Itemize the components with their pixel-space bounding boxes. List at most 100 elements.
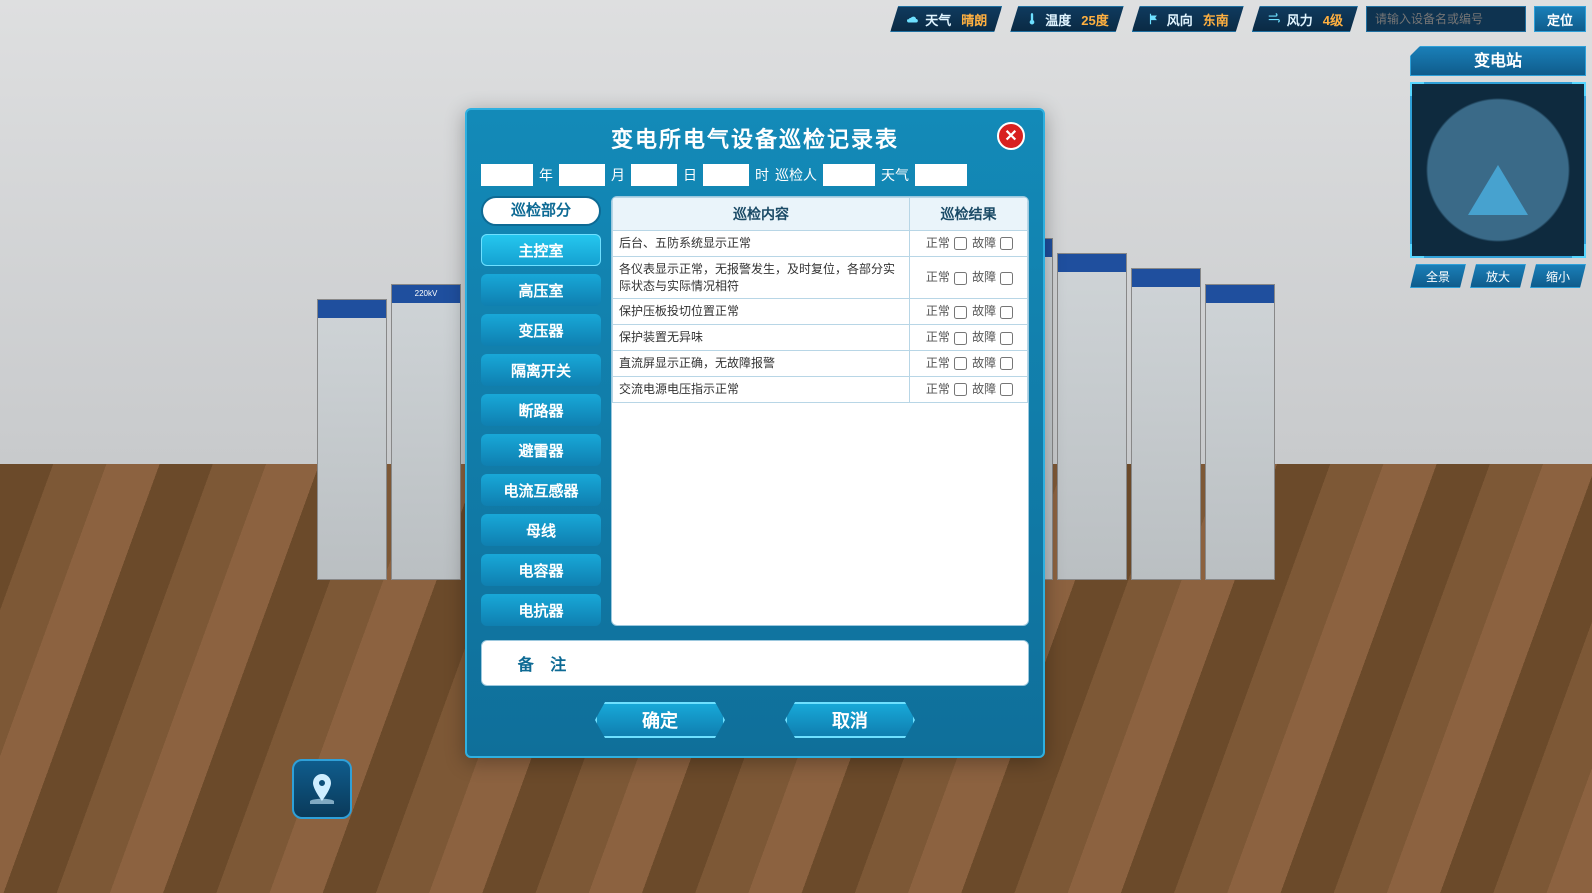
result-fault-label: 故障: [972, 304, 996, 318]
category-button[interactable]: 电流互感器: [481, 474, 601, 506]
row-result: 正常 故障: [910, 376, 1028, 402]
cabinet: [1205, 284, 1275, 580]
result-fault-label: 故障: [972, 236, 996, 250]
close-button[interactable]: ✕: [997, 122, 1025, 150]
result-fault-checkbox[interactable]: [1000, 237, 1013, 250]
minimap[interactable]: [1410, 82, 1586, 258]
category-button[interactable]: 高压室: [481, 274, 601, 306]
wind-icon: [1267, 12, 1281, 26]
result-ok-checkbox[interactable]: [954, 306, 967, 319]
row-result: 正常 故障: [910, 350, 1028, 376]
inspector-input[interactable]: [823, 164, 875, 186]
row-result: 正常 故障: [910, 256, 1028, 299]
row-content: 保护压板投切位置正常: [613, 299, 910, 325]
result-ok-checkbox[interactable]: [954, 332, 967, 345]
weather-icon: [905, 12, 919, 26]
result-ok-checkbox[interactable]: [954, 272, 967, 285]
row-content: 各仪表显示正常，无报警发生，及时复位，各部分实际状态与实际情况相符: [613, 256, 910, 299]
right-panel: 变电站 全景 放大 缩小: [1410, 46, 1586, 288]
weather-value: 晴朗: [961, 10, 987, 29]
table-row: 直流屏显示正确，无故障报警正常 故障: [613, 350, 1028, 376]
result-fault-checkbox[interactable]: [1000, 383, 1013, 396]
wind-dir-value: 东南: [1203, 10, 1229, 29]
top-status-bar: 天气 晴朗 温度 25度 风向 东南 风力 4级 定位: [890, 6, 1586, 32]
category-button[interactable]: 变压器: [481, 314, 601, 346]
minimap-corner: [1572, 244, 1586, 258]
inspection-dialog: 变电所电气设备巡检记录表 ✕ 年 月 日 时 巡检人 天气 巡检部分 主控室高压…: [465, 108, 1045, 758]
cabinet-label: [1132, 269, 1200, 287]
result-fault-checkbox[interactable]: [1000, 272, 1013, 285]
row-content: 后台、五防系统显示正常: [613, 231, 910, 257]
minimap-corner: [1410, 244, 1424, 258]
remark-input[interactable]: [608, 641, 1028, 685]
result-ok-checkbox[interactable]: [954, 357, 967, 370]
inspector-label: 巡检人: [775, 165, 817, 185]
result-ok-checkbox[interactable]: [954, 383, 967, 396]
wind-force-chip: 风力 4级: [1252, 6, 1358, 32]
flag-icon: [1147, 12, 1161, 26]
row-result: 正常 故障: [910, 231, 1028, 257]
result-ok-label: 正常: [926, 382, 950, 396]
result-ok-checkbox[interactable]: [954, 237, 967, 250]
wind-dir-label: 风向: [1167, 10, 1193, 29]
result-fault-checkbox[interactable]: [1000, 357, 1013, 370]
result-ok-label: 正常: [926, 270, 950, 284]
weather-chip: 天气 晴朗: [890, 6, 1002, 32]
overview-button[interactable]: 全景: [1410, 264, 1466, 288]
wind-force-value: 4级: [1323, 10, 1343, 29]
minimap-corner: [1410, 82, 1424, 96]
hour-input[interactable]: [703, 164, 749, 186]
weather-field-label: 天气: [881, 165, 909, 185]
dialog-title: 变电所电气设备巡检记录表: [467, 110, 1043, 164]
result-fault-label: 故障: [972, 330, 996, 344]
wind-force-label: 风力: [1287, 10, 1313, 29]
cabinet: 220kV: [391, 284, 461, 580]
remark-row: 备 注: [481, 640, 1029, 686]
result-fault-label: 故障: [972, 270, 996, 284]
category-button[interactable]: 电容器: [481, 554, 601, 586]
result-fault-checkbox[interactable]: [1000, 306, 1013, 319]
right-panel-title: 变电站: [1410, 46, 1586, 76]
map-button[interactable]: [292, 759, 352, 819]
category-button[interactable]: 主控室: [481, 234, 601, 266]
cabinet-label: [318, 300, 386, 318]
result-ok-label: 正常: [926, 304, 950, 318]
cabinet: [1057, 253, 1127, 580]
day-input[interactable]: [631, 164, 677, 186]
table-row: 后台、五防系统显示正常正常 故障: [613, 231, 1028, 257]
row-content: 直流屏显示正确，无故障报警: [613, 350, 910, 376]
category-button[interactable]: 母线: [481, 514, 601, 546]
col-result: 巡检结果: [910, 198, 1028, 231]
wind-dir-chip: 风向 东南: [1132, 6, 1244, 32]
zoom-out-button[interactable]: 缩小: [1530, 264, 1586, 288]
weather-input[interactable]: [915, 164, 967, 186]
year-input[interactable]: [481, 164, 533, 186]
result-ok-label: 正常: [926, 356, 950, 370]
category-button[interactable]: 断路器: [481, 394, 601, 426]
locate-button[interactable]: 定位: [1534, 6, 1586, 32]
result-fault-checkbox[interactable]: [1000, 332, 1013, 345]
table-row: 交流电源电压指示正常正常 故障: [613, 376, 1028, 402]
view-cone-icon: [1468, 165, 1528, 215]
category-button[interactable]: 隔离开关: [481, 354, 601, 386]
ok-button[interactable]: 确定: [595, 702, 725, 738]
search-input[interactable]: [1366, 6, 1526, 32]
zoom-in-button[interactable]: 放大: [1470, 264, 1526, 288]
temperature-label: 温度: [1045, 10, 1071, 29]
row-result: 正常 故障: [910, 299, 1028, 325]
year-label: 年: [539, 165, 553, 185]
category-button[interactable]: 避雷器: [481, 434, 601, 466]
inspection-table: 巡检内容 巡检结果 后台、五防系统显示正常正常 故障各仪表显示正常，无报警发生，…: [612, 197, 1028, 403]
result-ok-label: 正常: [926, 330, 950, 344]
month-input[interactable]: [559, 164, 605, 186]
cabinet: [1131, 268, 1201, 580]
cancel-button[interactable]: 取消: [785, 702, 915, 738]
thermometer-icon: [1025, 12, 1039, 26]
table-row: 各仪表显示正常，无报警发生，及时复位，各部分实际状态与实际情况相符正常 故障: [613, 256, 1028, 299]
category-header: 巡检部分: [481, 196, 601, 226]
col-content: 巡检内容: [613, 198, 910, 231]
weather-label: 天气: [925, 10, 951, 29]
category-button[interactable]: 电抗器: [481, 594, 601, 626]
cabinet-label: [1206, 285, 1274, 303]
remark-label: 备 注: [482, 641, 608, 685]
